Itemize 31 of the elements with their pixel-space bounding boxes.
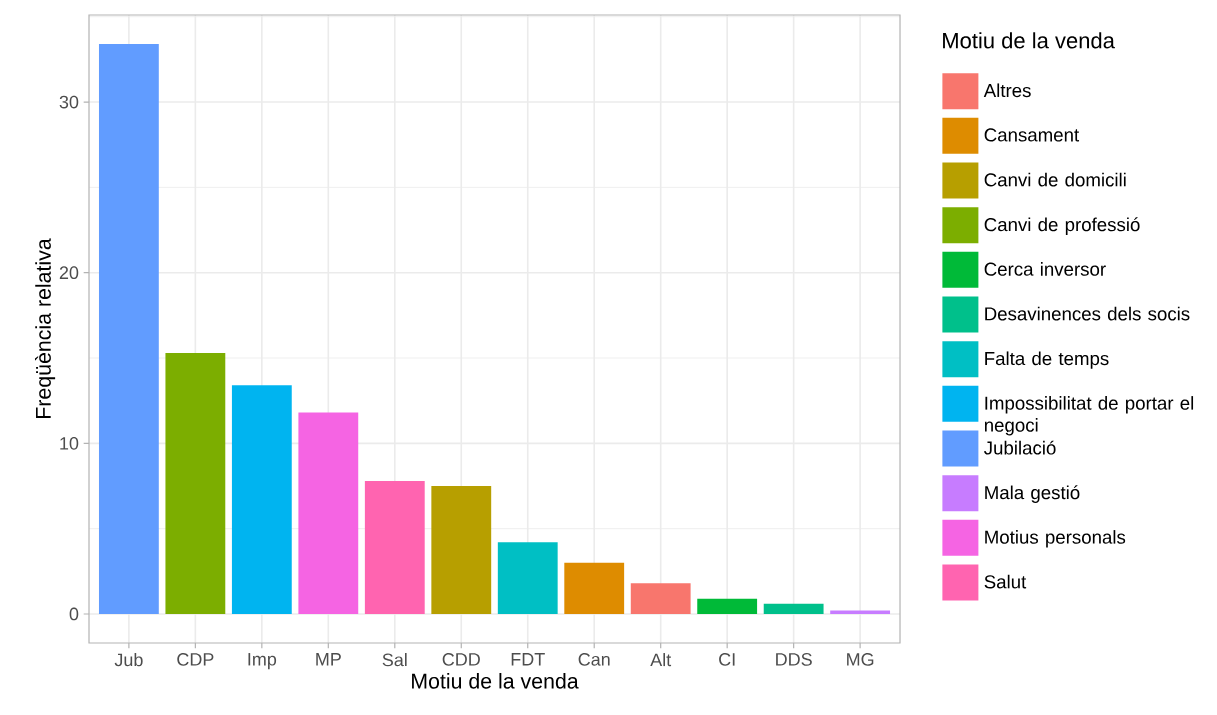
legend-label: Canvi de professió — [984, 217, 1140, 235]
x-axis-title: Motiu de la venda — [412, 672, 579, 689]
x-tick-label: FDT — [511, 653, 545, 666]
legend-label: Falta de temps — [985, 351, 1109, 369]
legend-label: Cansament — [984, 128, 1080, 142]
y-tick-label: 0 — [69, 607, 79, 621]
x-tick-label: DDS — [776, 653, 812, 666]
legend-label: Cerca inversor — [984, 262, 1106, 276]
x-tick-label: Can — [578, 653, 610, 666]
legend-label: Impossibilitat de portar el negoci — [984, 396, 1194, 436]
y-tick-label: 20 — [59, 266, 79, 280]
legend-label: Salut — [984, 574, 1027, 589]
x-tick-label: CDD — [442, 653, 480, 666]
x-tick-label: Jub — [114, 653, 143, 667]
legend-title: Motiu de la venda — [943, 32, 1115, 49]
x-tick-label: CI — [719, 653, 735, 666]
x-tick-label: CDP — [177, 653, 214, 666]
y-axis-title: Freqüència relativa — [34, 238, 56, 418]
legend-label: Motius personals — [985, 530, 1126, 548]
legend-label: Jubilació — [984, 440, 1056, 455]
legend-label: Mala gestió — [985, 485, 1080, 503]
x-tick-label: MG — [847, 653, 874, 666]
x-tick-label: Sal — [382, 653, 407, 667]
x-tick-label: Imp — [248, 653, 277, 670]
x-tick-label: Alt — [650, 653, 672, 667]
legend-label: Canvi de domicili — [984, 172, 1126, 187]
legend-label: Desavinences dels socis — [985, 306, 1190, 321]
legend-label: Altres — [983, 83, 1031, 98]
y-tick-label: 10 — [60, 436, 79, 450]
x-tick-label: MP — [316, 653, 341, 666]
y-tick-label: 30 — [59, 95, 79, 109]
